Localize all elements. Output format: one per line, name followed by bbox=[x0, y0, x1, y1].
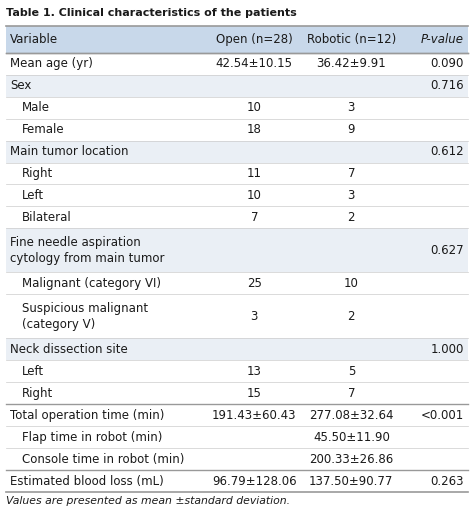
Bar bbox=[6, 26, 468, 53]
Text: Neck dissection site: Neck dissection site bbox=[10, 343, 128, 355]
Bar bbox=[6, 97, 468, 118]
Text: 137.50±90.77: 137.50±90.77 bbox=[309, 474, 393, 488]
Text: Console time in robot (min): Console time in robot (min) bbox=[22, 453, 184, 466]
Text: 10: 10 bbox=[247, 189, 262, 202]
Text: Malignant (category VI): Malignant (category VI) bbox=[22, 277, 161, 290]
Text: 0.612: 0.612 bbox=[430, 145, 464, 158]
Bar bbox=[6, 294, 468, 338]
Text: 277.08±32.64: 277.08±32.64 bbox=[309, 409, 393, 422]
Text: 3: 3 bbox=[251, 310, 258, 323]
Text: 2: 2 bbox=[347, 310, 355, 323]
Text: Open (n=28): Open (n=28) bbox=[216, 33, 293, 46]
Text: P-value: P-value bbox=[421, 33, 464, 46]
Text: 25: 25 bbox=[247, 277, 262, 290]
Bar bbox=[6, 184, 468, 207]
Text: 3: 3 bbox=[347, 101, 355, 114]
Text: Estimated blood loss (mL): Estimated blood loss (mL) bbox=[10, 474, 164, 488]
Text: Values are presented as mean ±standard deviation.: Values are presented as mean ±standard d… bbox=[6, 496, 290, 506]
Text: 36.42±9.91: 36.42±9.91 bbox=[317, 57, 386, 70]
Bar bbox=[6, 404, 468, 426]
Text: Left: Left bbox=[22, 365, 44, 378]
Text: Suspicious malignant
(category V): Suspicious malignant (category V) bbox=[22, 302, 148, 331]
Bar bbox=[6, 162, 468, 184]
Text: 45.50±11.90: 45.50±11.90 bbox=[313, 431, 390, 444]
Text: Flap time in robot (min): Flap time in robot (min) bbox=[22, 431, 163, 444]
Text: Male: Male bbox=[22, 101, 50, 114]
Text: Variable: Variable bbox=[10, 33, 58, 46]
Text: 0.627: 0.627 bbox=[430, 244, 464, 257]
Text: 10: 10 bbox=[247, 101, 262, 114]
Text: Left: Left bbox=[22, 189, 44, 202]
Text: 9: 9 bbox=[347, 123, 355, 136]
Bar bbox=[6, 53, 468, 75]
Bar bbox=[6, 338, 468, 360]
Text: 7: 7 bbox=[347, 387, 355, 400]
Bar bbox=[6, 75, 468, 97]
Text: 96.79±128.06: 96.79±128.06 bbox=[212, 474, 297, 488]
Text: 7: 7 bbox=[347, 167, 355, 180]
Text: Total operation time (min): Total operation time (min) bbox=[10, 409, 164, 422]
Bar bbox=[6, 470, 468, 492]
Bar bbox=[6, 360, 468, 382]
Text: 13: 13 bbox=[247, 365, 262, 378]
Text: 200.33±26.86: 200.33±26.86 bbox=[309, 453, 393, 466]
Text: Robotic (n=12): Robotic (n=12) bbox=[307, 33, 396, 46]
Bar bbox=[6, 207, 468, 229]
Bar bbox=[6, 229, 468, 272]
Text: 0.090: 0.090 bbox=[430, 57, 464, 70]
Text: 5: 5 bbox=[347, 365, 355, 378]
Text: 1.000: 1.000 bbox=[430, 343, 464, 355]
Bar bbox=[6, 272, 468, 294]
Text: Female: Female bbox=[22, 123, 64, 136]
Text: 0.716: 0.716 bbox=[430, 79, 464, 92]
Text: Bilateral: Bilateral bbox=[22, 211, 72, 224]
Text: 3: 3 bbox=[347, 189, 355, 202]
Text: 191.43±60.43: 191.43±60.43 bbox=[212, 409, 297, 422]
Bar bbox=[6, 426, 468, 448]
Text: Sex: Sex bbox=[10, 79, 31, 92]
Bar bbox=[6, 448, 468, 470]
Text: Mean age (yr): Mean age (yr) bbox=[10, 57, 93, 70]
Text: 2: 2 bbox=[347, 211, 355, 224]
Text: 42.54±10.15: 42.54±10.15 bbox=[216, 57, 293, 70]
Text: 11: 11 bbox=[247, 167, 262, 180]
Bar bbox=[6, 118, 468, 140]
Text: 7: 7 bbox=[251, 211, 258, 224]
Bar bbox=[6, 140, 468, 162]
Bar bbox=[6, 382, 468, 404]
Text: Fine needle aspiration
cytology from main tumor: Fine needle aspiration cytology from mai… bbox=[10, 236, 164, 265]
Text: Right: Right bbox=[22, 167, 53, 180]
Text: Main tumor location: Main tumor location bbox=[10, 145, 128, 158]
Text: Right: Right bbox=[22, 387, 53, 400]
Text: Table 1. Clinical characteristics of the patients: Table 1. Clinical characteristics of the… bbox=[6, 8, 297, 18]
Text: 15: 15 bbox=[247, 387, 262, 400]
Text: 18: 18 bbox=[247, 123, 262, 136]
Text: <0.001: <0.001 bbox=[421, 409, 464, 422]
Text: 10: 10 bbox=[344, 277, 359, 290]
Text: 0.263: 0.263 bbox=[430, 474, 464, 488]
